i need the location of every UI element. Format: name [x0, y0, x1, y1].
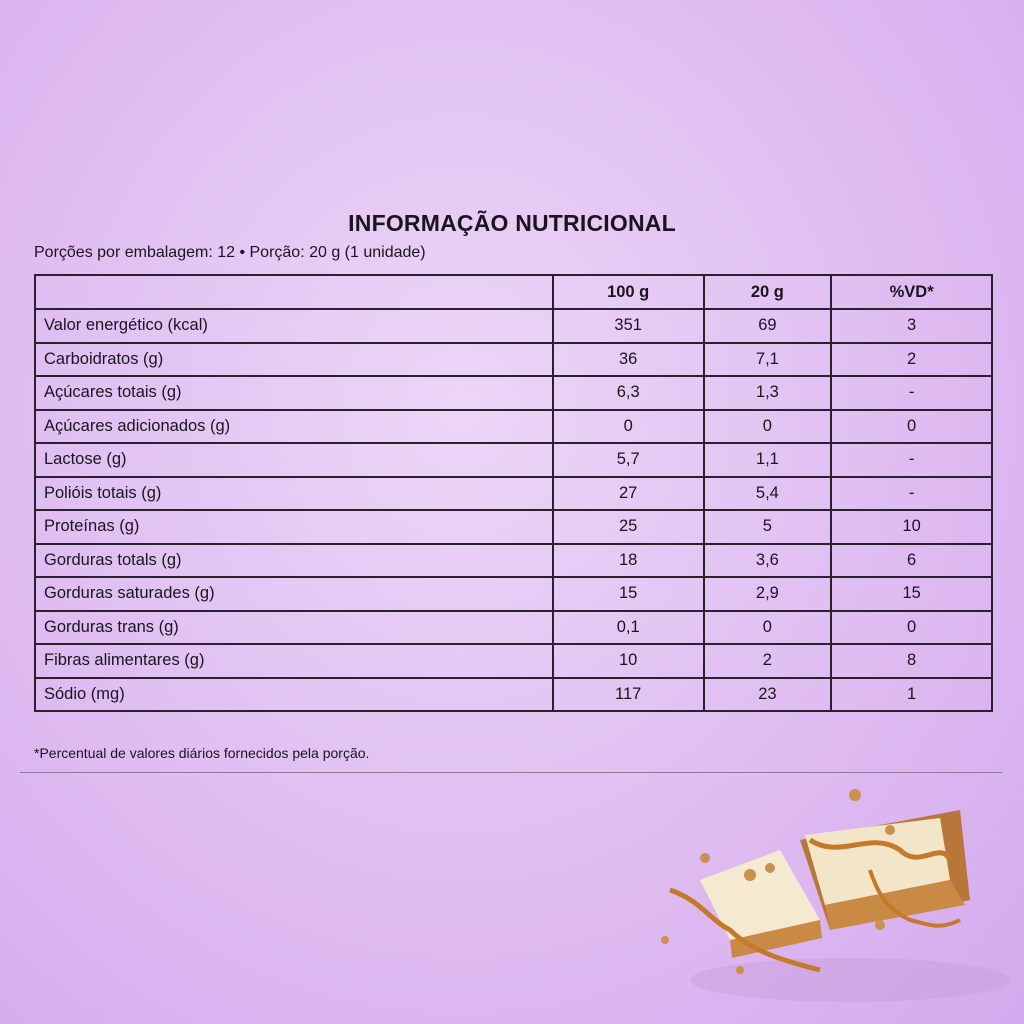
- nutrient-value: 10: [830, 509, 993, 545]
- nutrient-value: 18: [551, 542, 705, 578]
- header-blank: [34, 274, 554, 310]
- table-row: Gorduras saturades (g) 15 2,9 15: [34, 576, 993, 612]
- nutrient-value: 2,9: [702, 576, 833, 612]
- nutrient-name: Sódio (mg): [34, 676, 554, 712]
- table-row: Proteínas (g) 25 5 10: [34, 509, 993, 545]
- nutrient-value: 25: [551, 509, 705, 545]
- nutrient-value: 0: [702, 408, 833, 444]
- nutrient-name: Açúcares adicionados (g): [34, 408, 554, 444]
- nutrient-value: 1,3: [702, 375, 833, 411]
- nutrient-name: Carboidratos (g): [34, 341, 554, 377]
- nutrient-name: Polióis totais (g): [34, 475, 554, 511]
- table-row: Lactose (g) 5,7 1,1-: [34, 442, 993, 478]
- nutrient-value: 0: [551, 408, 705, 444]
- serving-info: Porções por embalagem: 12 • Porção: 20 g…: [34, 244, 426, 261]
- nutrient-name: Lactose (g): [34, 442, 554, 478]
- nutrient-value: 1: [830, 676, 993, 712]
- nutrient-name: Açúcares totais (g): [34, 375, 554, 411]
- nutrient-value: 0: [830, 609, 993, 645]
- nutrient-value: 3,6: [702, 542, 833, 578]
- nutrient-value: 7,1: [702, 341, 833, 377]
- table-row: Valor energético (kcal) 351 69 3: [34, 308, 993, 344]
- nutrient-name: Proteínas (g): [34, 509, 554, 545]
- table-row: Carboidratos (g) 36 7,1 2: [34, 341, 993, 377]
- nutrient-value: 1,1: [702, 442, 833, 478]
- nutrient-value: 0: [702, 609, 833, 645]
- nutrient-value: 15: [830, 576, 993, 612]
- nutrient-name: Valor energético (kcal): [34, 308, 554, 344]
- nutrient-value: 8: [830, 643, 993, 679]
- column-header: 20 g: [702, 274, 833, 310]
- table-row: Açúcares totais (g) 6,3 1,3-: [34, 375, 993, 411]
- table-row: Açúcares adicionados (g) 0 0 0: [34, 408, 993, 444]
- table-row: Sódio (mg) 117 23 1: [34, 676, 993, 712]
- nutrient-value: 23: [702, 676, 833, 712]
- nutrient-value: 351: [551, 308, 705, 344]
- nutrient-value: 6,3: [551, 375, 705, 411]
- nutrient-value: 36: [551, 341, 705, 377]
- nutrient-value: 3: [830, 308, 993, 344]
- table-row: Gorduras totals (g) 18 3,6 6: [34, 542, 993, 578]
- nutrient-value: 2: [830, 341, 993, 377]
- nutrient-value: 0,1: [551, 609, 705, 645]
- nutrient-value: -: [830, 442, 993, 478]
- nutrient-value: 5,7: [551, 442, 705, 478]
- nutrient-name: Gorduras trans (g): [34, 609, 554, 645]
- footnote: *Percentual de valores diários fornecido…: [34, 745, 370, 761]
- table-header-row: 100 g 20 g %VD*: [34, 274, 993, 310]
- divider: [20, 772, 1002, 773]
- nutrient-value: 5,4: [702, 475, 833, 511]
- nutrient-value: 6: [830, 542, 993, 578]
- table-row: Fibras alimentares (g) 10 2 8: [34, 643, 993, 679]
- nutrient-value: 27: [551, 475, 705, 511]
- nutrient-value: 0: [830, 408, 993, 444]
- nutrient-value: 5: [702, 509, 833, 545]
- page-title: INFORMAÇÃO NUTRICIONAL: [348, 210, 676, 236]
- nutrient-value: 2: [702, 643, 833, 679]
- cheesecake-image: [661, 789, 1010, 1002]
- table-row: Polióis totais (g) 27 5,4-: [34, 475, 993, 511]
- nutrient-value: 117: [551, 676, 705, 712]
- nutrient-name: Fibras alimentares (g): [34, 643, 554, 679]
- nutrient-value: 10: [551, 643, 705, 679]
- nutrient-value: -: [830, 375, 993, 411]
- nutrient-name: Gorduras totals (g): [34, 542, 554, 578]
- nutrient-value: -: [830, 475, 993, 511]
- nutrient-name: Gorduras saturades (g): [34, 576, 554, 612]
- table-row: Gorduras trans (g) 0,1 0 0: [34, 609, 993, 645]
- nutrient-value: 69: [702, 308, 833, 344]
- column-header: %VD*: [830, 274, 993, 310]
- nutrition-table: 100 g 20 g %VD* Valor energético (kcal) 351…: [34, 274, 993, 712]
- column-header: 100 g: [551, 274, 705, 310]
- nutrient-value: 15: [551, 576, 705, 612]
